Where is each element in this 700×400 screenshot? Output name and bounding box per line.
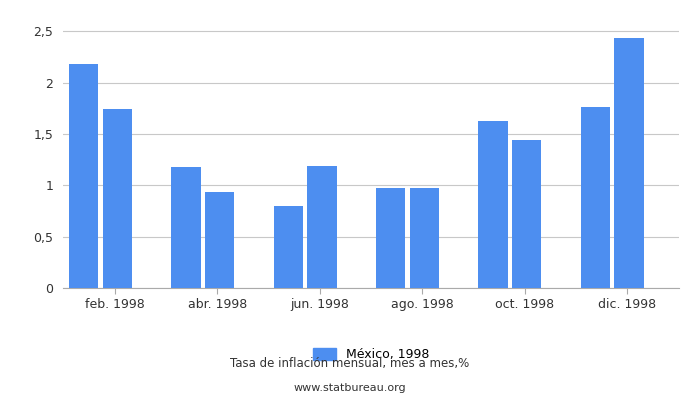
- Bar: [581, 107, 610, 288]
- Bar: [410, 188, 439, 288]
- Bar: [478, 121, 508, 288]
- Bar: [615, 38, 644, 288]
- Bar: [274, 206, 303, 288]
- Text: Tasa de inflación mensual, mes a mes,%: Tasa de inflación mensual, mes a mes,%: [230, 358, 470, 370]
- Bar: [307, 166, 337, 288]
- Bar: [172, 167, 201, 288]
- Bar: [102, 110, 132, 288]
- Legend: México, 1998: México, 1998: [308, 343, 434, 366]
- Bar: [205, 192, 235, 288]
- Bar: [69, 64, 98, 288]
- Bar: [512, 140, 541, 288]
- Text: www.statbureau.org: www.statbureau.org: [294, 383, 406, 393]
- Bar: [376, 188, 405, 288]
